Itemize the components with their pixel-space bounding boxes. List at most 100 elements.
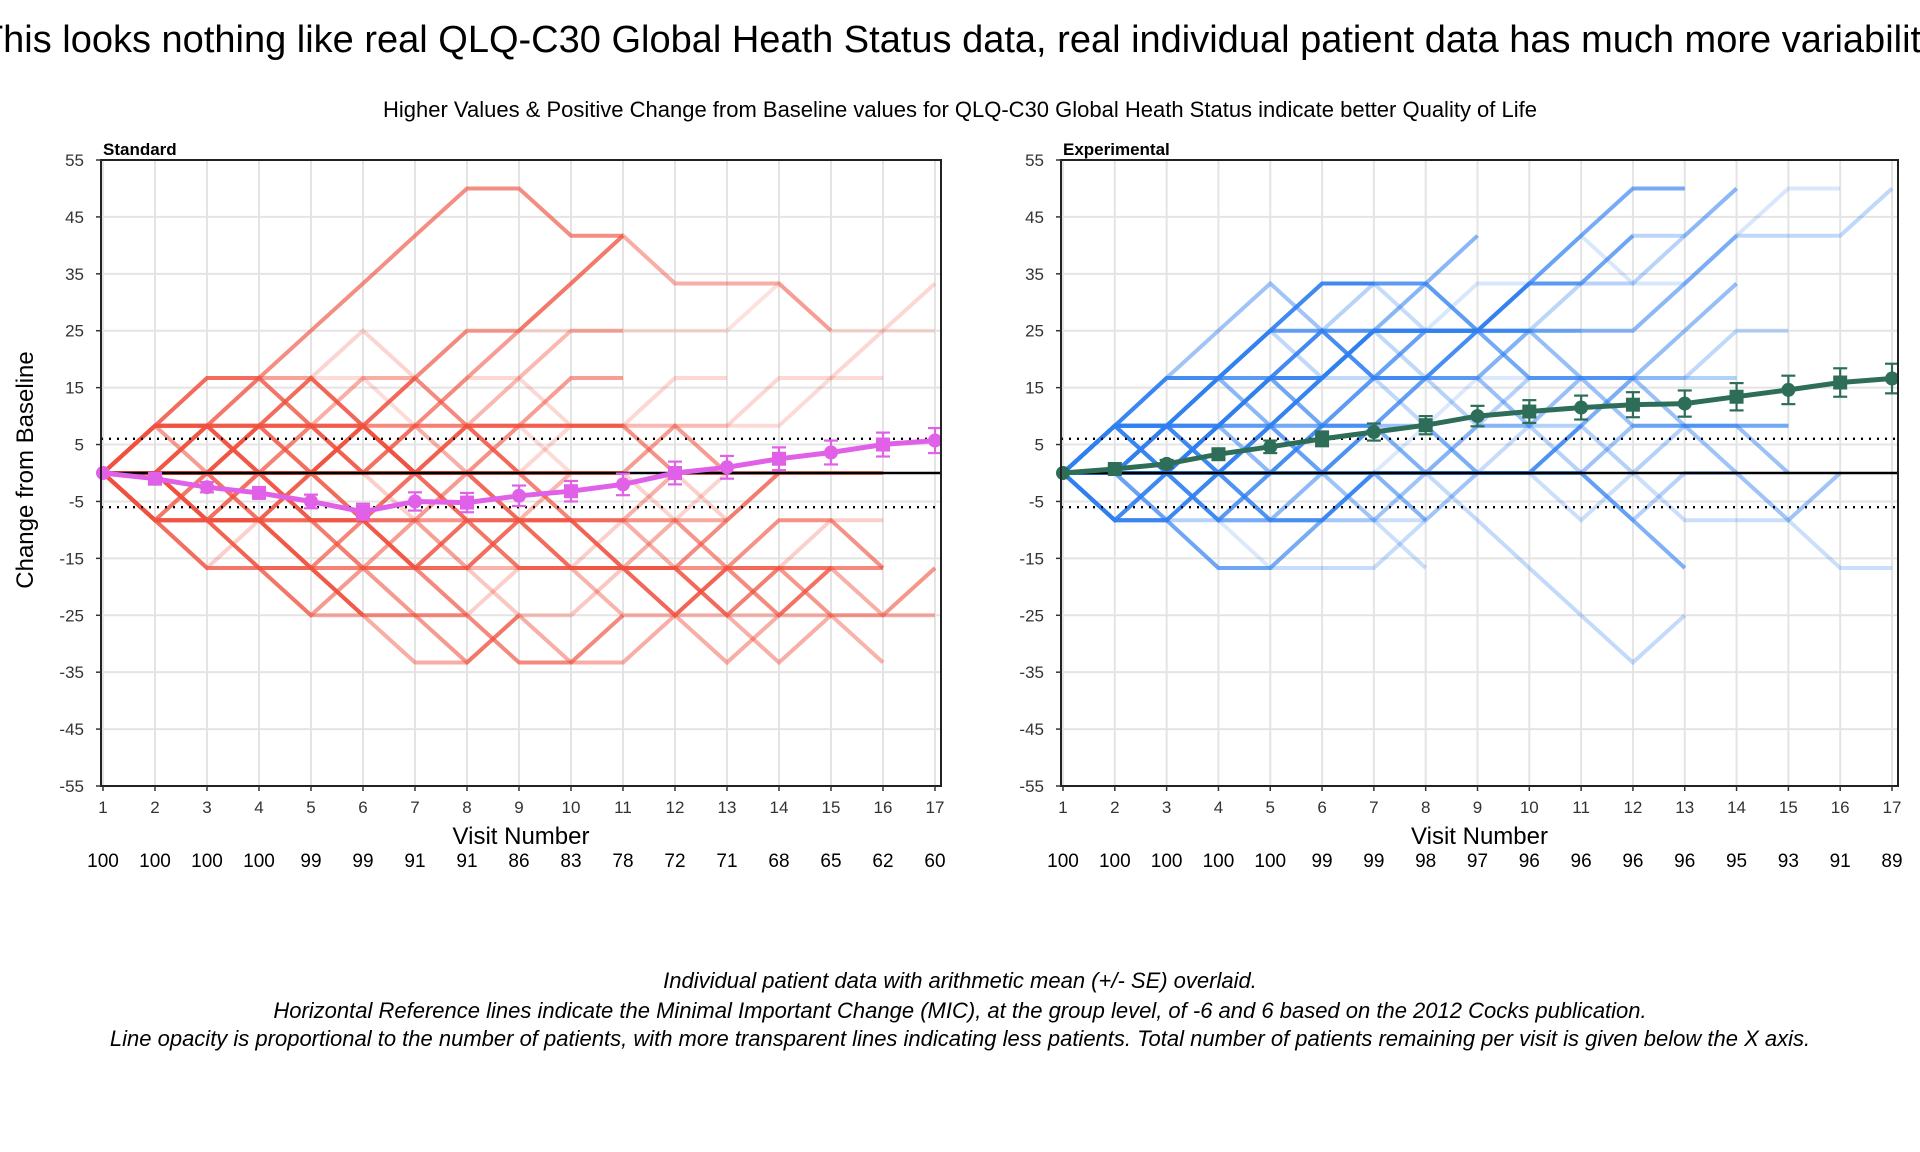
y-tick-label: 15 bbox=[65, 379, 84, 398]
x-tick-label: 1 bbox=[1058, 798, 1067, 817]
patient-trajectory bbox=[103, 471, 521, 666]
x-tick-label: 7 bbox=[1369, 798, 1378, 817]
y-tick-label: 45 bbox=[1025, 208, 1044, 227]
x-tick-label: 5 bbox=[306, 798, 315, 817]
patient-count-label: 97 bbox=[1467, 851, 1488, 872]
x-tick-label: 17 bbox=[926, 798, 945, 817]
y-tick-label: -35 bbox=[1019, 663, 1044, 682]
patient-count-label: 99 bbox=[1311, 851, 1332, 872]
figure-subtitle: Higher Values & Positive Change from Bas… bbox=[383, 97, 1537, 122]
x-tick-label: 12 bbox=[1623, 798, 1642, 817]
x-tick-label: 12 bbox=[666, 798, 685, 817]
patient-trajectory bbox=[101, 471, 883, 666]
patient-count-label: 95 bbox=[1726, 851, 1747, 872]
y-tick-label: -5 bbox=[1029, 492, 1044, 511]
mean-point bbox=[1107, 462, 1122, 477]
mean-point bbox=[1729, 389, 1744, 404]
y-tick-label: -25 bbox=[1019, 606, 1044, 625]
patient-count-label: 96 bbox=[1519, 851, 1540, 872]
caption-line-2: Horizontal Reference lines indicate the … bbox=[273, 998, 1646, 1023]
patient-count-label: 65 bbox=[820, 851, 841, 872]
x-tick-label: 11 bbox=[614, 798, 632, 817]
y-tick-label: 25 bbox=[65, 322, 84, 341]
x-axis-label: Visit Number bbox=[1411, 823, 1548, 850]
mean-point bbox=[720, 460, 734, 475]
patient-count-label: 100 bbox=[1047, 851, 1079, 872]
mean-series bbox=[96, 426, 942, 521]
x-tick-label: 17 bbox=[1883, 798, 1902, 817]
y-tick-label: 5 bbox=[75, 436, 84, 455]
x-tick-label: 3 bbox=[202, 798, 211, 817]
y-tick-label: 25 bbox=[1025, 322, 1044, 341]
mean-point bbox=[1211, 447, 1226, 462]
mean-point bbox=[200, 480, 214, 495]
patient-count-label: 71 bbox=[716, 851, 737, 872]
mean-point bbox=[1366, 425, 1381, 440]
patient-count-label: 100 bbox=[1151, 851, 1183, 872]
y-tick-label: 35 bbox=[1025, 265, 1044, 284]
patient-count-label: 99 bbox=[1363, 851, 1384, 872]
x-tick-label: 6 bbox=[1317, 798, 1326, 817]
patient-trajectory bbox=[1063, 424, 1531, 570]
x-tick-label: 9 bbox=[514, 798, 523, 817]
mean-point bbox=[252, 485, 266, 500]
patient-count-label: 99 bbox=[300, 851, 321, 872]
x-axis-label: Visit Number bbox=[453, 823, 590, 850]
mean-point bbox=[876, 437, 890, 452]
y-tick-label: -25 bbox=[59, 606, 84, 625]
mean-point bbox=[824, 445, 838, 460]
x-tick-label: 1 bbox=[98, 798, 107, 817]
patient-count-label: 100 bbox=[87, 851, 119, 872]
patient-count-label: 86 bbox=[508, 851, 529, 872]
mean-point bbox=[304, 494, 318, 509]
y-tick-label: 55 bbox=[1025, 151, 1044, 170]
x-tick-label: 14 bbox=[1727, 798, 1746, 817]
mean-point bbox=[1418, 418, 1433, 433]
x-tick-label: 4 bbox=[254, 798, 263, 817]
patient-count-label: 100 bbox=[243, 851, 275, 872]
figure-title: This looks nothing like real QLQ-C30 Glo… bbox=[0, 19, 1920, 61]
patient-count-label: 99 bbox=[352, 851, 373, 872]
mean-point bbox=[460, 495, 474, 510]
caption-line-3: Line opacity is proportional to the numb… bbox=[110, 1026, 1810, 1051]
patient-count-label: 96 bbox=[1571, 851, 1592, 872]
y-tick-label: -55 bbox=[59, 777, 84, 796]
x-axis: 1100210031004100510069979989899710961196… bbox=[1047, 786, 1903, 872]
y-tick-label: -35 bbox=[59, 663, 84, 682]
x-tick-label: 7 bbox=[410, 798, 419, 817]
mean-point bbox=[1263, 439, 1278, 454]
y-tick-label: 5 bbox=[1035, 436, 1044, 455]
patient-trajectory bbox=[103, 234, 625, 475]
x-tick-label: 16 bbox=[1831, 798, 1850, 817]
mean-point bbox=[148, 471, 162, 486]
x-tick-label: 8 bbox=[1421, 798, 1430, 817]
mean-point bbox=[616, 477, 630, 492]
mean-point bbox=[1159, 456, 1174, 471]
patient-count-label: 96 bbox=[1674, 851, 1695, 872]
mean-point bbox=[1522, 404, 1537, 419]
y-tick-label: 55 bbox=[65, 151, 84, 170]
mean-point bbox=[668, 466, 682, 480]
y-axis-label: Change from Baseline bbox=[12, 351, 39, 588]
patient-count-label: 91 bbox=[1830, 851, 1851, 872]
x-tick-label: 14 bbox=[770, 798, 789, 817]
individual-trajectories bbox=[101, 186, 937, 666]
patient-count-label: 100 bbox=[1254, 851, 1286, 872]
patient-trajectory bbox=[1061, 234, 1635, 523]
patient-count-label: 91 bbox=[404, 851, 425, 872]
patient-trajectory bbox=[101, 186, 623, 475]
mean-point bbox=[1781, 382, 1796, 397]
panel-border bbox=[100, 159, 942, 787]
patient-count-label: 100 bbox=[1203, 851, 1235, 872]
panel-standard: Standard-55-45-35-25-15-5515253545551100… bbox=[59, 140, 945, 872]
x-tick-label: 3 bbox=[1162, 798, 1171, 817]
x-tick-label: 15 bbox=[822, 798, 841, 817]
panel-experimental: Experimental-55-45-35-25-15-551525354555… bbox=[1019, 140, 1902, 872]
patient-count-label: 100 bbox=[139, 851, 171, 872]
x-tick-label: 10 bbox=[562, 798, 581, 817]
x-tick-label: 2 bbox=[1110, 798, 1119, 817]
mean-point bbox=[564, 484, 578, 499]
y-tick-label: 15 bbox=[1025, 379, 1044, 398]
